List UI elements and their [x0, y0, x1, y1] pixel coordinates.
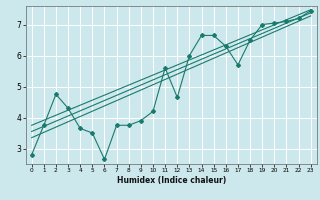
X-axis label: Humidex (Indice chaleur): Humidex (Indice chaleur)	[116, 176, 226, 185]
